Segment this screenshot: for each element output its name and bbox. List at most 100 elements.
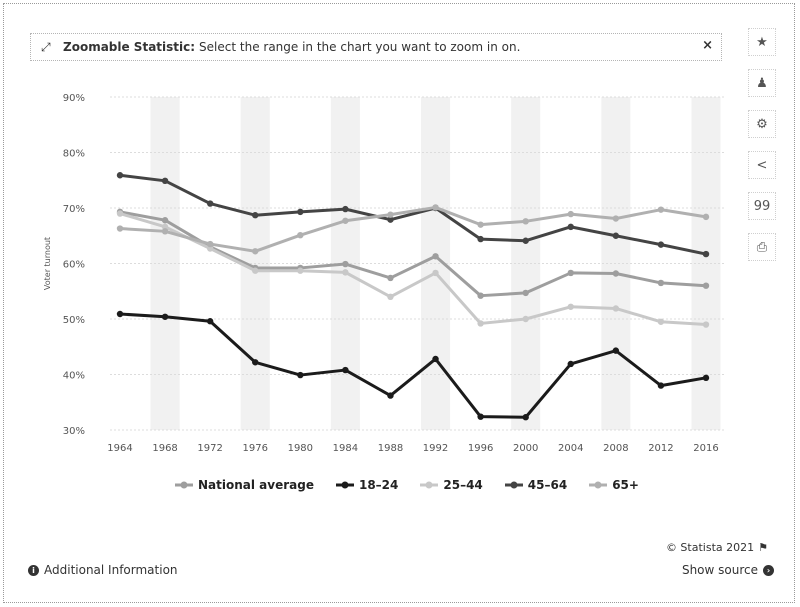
x-tick-label: 1988 [378, 443, 403, 454]
series-3-line[interactable] [119, 173, 707, 256]
series-0-point[interactable] [432, 253, 439, 260]
series-1-point[interactable] [387, 392, 394, 399]
series-3-point[interactable] [206, 200, 214, 207]
series-1-point[interactable] [477, 413, 484, 420]
series-2-point[interactable] [612, 305, 620, 312]
series-2-point[interactable] [567, 303, 574, 310]
series-2-point[interactable] [702, 321, 710, 328]
show-source-link[interactable]: Show source › [682, 563, 774, 577]
y-tick-label: 40% [63, 371, 85, 382]
series-3-point[interactable] [342, 205, 349, 213]
share-icon[interactable]: < [748, 151, 776, 179]
additional-information-link[interactable]: i Additional Information [28, 563, 178, 577]
chart-legend: National average 18–24 25–44 45–64 65+ [175, 478, 639, 492]
series-4-point[interactable] [702, 213, 710, 221]
series-1-point[interactable] [432, 355, 439, 363]
print-icon[interactable]: ⎙ [748, 233, 776, 261]
series-2-point[interactable] [297, 267, 304, 274]
series-2-point[interactable] [432, 269, 439, 277]
zoom-banner-title: Zoomable Statistic: [63, 40, 196, 54]
legend-item[interactable]: 25–44 [420, 478, 483, 492]
series-1-point[interactable] [612, 347, 620, 354]
series-2-point[interactable] [161, 223, 169, 231]
series-3-point[interactable] [252, 212, 259, 219]
zoom-banner: ⤢ Zoomable Statistic: Select the range i… [30, 33, 722, 61]
series-1-point[interactable] [702, 374, 710, 382]
close-icon[interactable]: × [702, 38, 713, 53]
series-0-point[interactable] [657, 279, 665, 287]
series-3-point[interactable] [612, 232, 620, 239]
series-2-point[interactable] [522, 315, 529, 323]
legend-label: 45–64 [527, 478, 568, 492]
bell-icon[interactable]: ♟ [748, 69, 776, 97]
series-0-point[interactable] [522, 289, 529, 297]
series-0-point[interactable] [161, 217, 169, 224]
series-3-point[interactable] [387, 216, 394, 223]
series-4-point[interactable] [477, 221, 484, 228]
series-1-point[interactable] [206, 318, 214, 325]
series-4-point[interactable] [252, 248, 259, 255]
series-0-point[interactable] [567, 269, 574, 277]
series-3-point[interactable] [161, 177, 169, 185]
x-tick-label: 1992 [423, 443, 448, 454]
quote-icon[interactable]: 99 [748, 192, 776, 220]
series-2-point[interactable] [387, 293, 394, 300]
series-2-point[interactable] [477, 320, 484, 327]
series-0-point[interactable] [702, 282, 710, 289]
legend-item[interactable]: 18–24 [335, 478, 399, 492]
series-1-point[interactable] [297, 371, 304, 379]
series-2-point[interactable] [206, 245, 214, 252]
series-4-point[interactable] [657, 206, 665, 213]
series-0-point[interactable] [477, 292, 484, 299]
statista-credits[interactable]: © Statista 2021 ⚑ [666, 541, 768, 554]
series-4-line[interactable] [119, 205, 707, 253]
series-1-point[interactable] [161, 313, 169, 320]
series-1-point[interactable] [522, 414, 529, 421]
series-2-point[interactable] [252, 267, 259, 274]
series-4-point[interactable] [567, 210, 574, 218]
legend-label: 18–24 [358, 478, 399, 492]
series-2-line[interactable] [119, 212, 707, 327]
series-2-point[interactable] [657, 318, 665, 325]
series-1-point[interactable] [116, 310, 124, 318]
series-4-point[interactable] [387, 211, 394, 218]
series-3-point[interactable] [522, 237, 529, 244]
zoom-banner-text: Select the range in the chart you want t… [199, 40, 521, 54]
series-3-point[interactable] [567, 223, 574, 231]
series-0-point[interactable] [387, 274, 394, 282]
legend-item[interactable]: 45–64 [504, 478, 568, 492]
series-1-point[interactable] [567, 360, 574, 368]
series-3-point[interactable] [116, 172, 124, 179]
star-icon[interactable]: ★ [748, 28, 776, 56]
series-4-point[interactable] [206, 240, 214, 248]
series-3-point[interactable] [657, 241, 665, 248]
series-4-point[interactable] [161, 228, 169, 235]
series-2-point[interactable] [342, 269, 349, 276]
series-1-point[interactable] [342, 366, 349, 374]
x-tick-label: 1968 [152, 443, 177, 454]
series-4-point[interactable] [432, 204, 439, 211]
series-0-line[interactable] [119, 210, 707, 298]
series-0-point[interactable] [612, 270, 620, 277]
series-3-point[interactable] [477, 235, 484, 243]
series-4-point[interactable] [342, 217, 349, 224]
series-1-line[interactable] [119, 312, 707, 419]
series-4-point[interactable] [297, 231, 304, 239]
series-0-point[interactable] [342, 260, 349, 268]
expand-arrows-icon: ⤢ [41, 39, 51, 54]
series-3-point[interactable] [702, 250, 710, 258]
series-4-point[interactable] [522, 218, 529, 225]
series-2-point[interactable] [116, 210, 124, 217]
y-tick-label: 60% [63, 260, 85, 271]
series-1-point[interactable] [252, 359, 259, 366]
series-1-point[interactable] [657, 382, 665, 389]
x-tick-label: 2004 [558, 443, 583, 454]
series-3-point[interactable] [297, 208, 304, 216]
info-icon: › [763, 564, 774, 576]
series-4-point[interactable] [612, 215, 620, 222]
gear-icon[interactable]: ⚙ [748, 110, 776, 138]
legend-item[interactable]: National average [175, 478, 314, 492]
legend-item[interactable]: 65+ [589, 478, 639, 492]
series-4-point[interactable] [116, 225, 124, 232]
